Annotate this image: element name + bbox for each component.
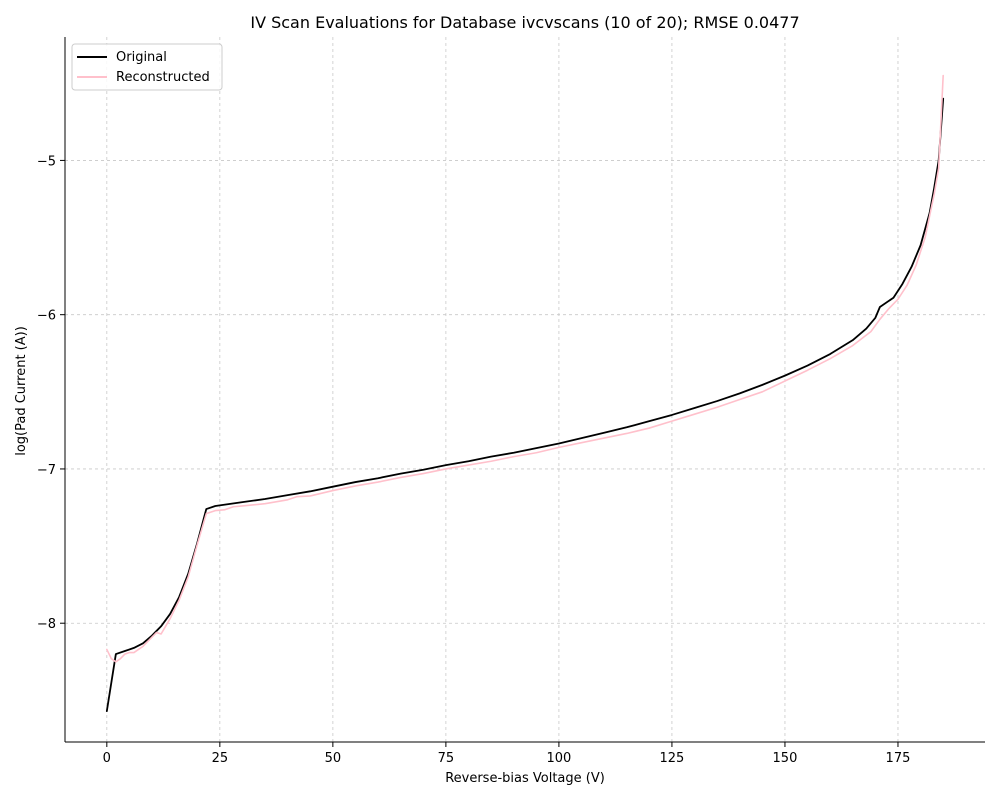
- y-axis-label: log(Pad Current (A)): [14, 326, 29, 456]
- series-line-reconstructed: [106, 74, 944, 663]
- x-tick-label: 175: [886, 751, 911, 766]
- legend: Original Reconstructed: [71, 43, 223, 91]
- x-tick-label: 50: [325, 751, 342, 766]
- legend-label-reconstructed: Reconstructed: [116, 70, 210, 85]
- x-tick-label: 25: [212, 751, 229, 766]
- series-line-original: [105, 97, 945, 713]
- x-axis-label: Reverse-bias Voltage (V): [445, 771, 605, 786]
- x-ticks: 0 25 50 75 100 125 150 175: [103, 742, 911, 766]
- series-lines: [105, 74, 945, 713]
- legend-box: [71, 43, 223, 91]
- x-tick-label: 75: [438, 751, 455, 766]
- legend-label-original: Original: [116, 50, 167, 65]
- x-tick-label: 125: [660, 751, 685, 766]
- y-tick-label: −7: [37, 463, 56, 478]
- y-ticks: −8 −7 −6 −5: [37, 154, 65, 632]
- y-tick-label: −8: [37, 617, 56, 632]
- x-tick-label: 0: [103, 751, 111, 766]
- y-tick-label: −5: [37, 154, 56, 169]
- chart-title: IV Scan Evaluations for Database ivcvsca…: [250, 13, 799, 32]
- axes: [64, 37, 985, 743]
- grid-lines: [65, 37, 985, 742]
- x-tick-label: 150: [773, 751, 798, 766]
- y-tick-label: −6: [37, 309, 56, 324]
- x-tick-label: 100: [546, 751, 571, 766]
